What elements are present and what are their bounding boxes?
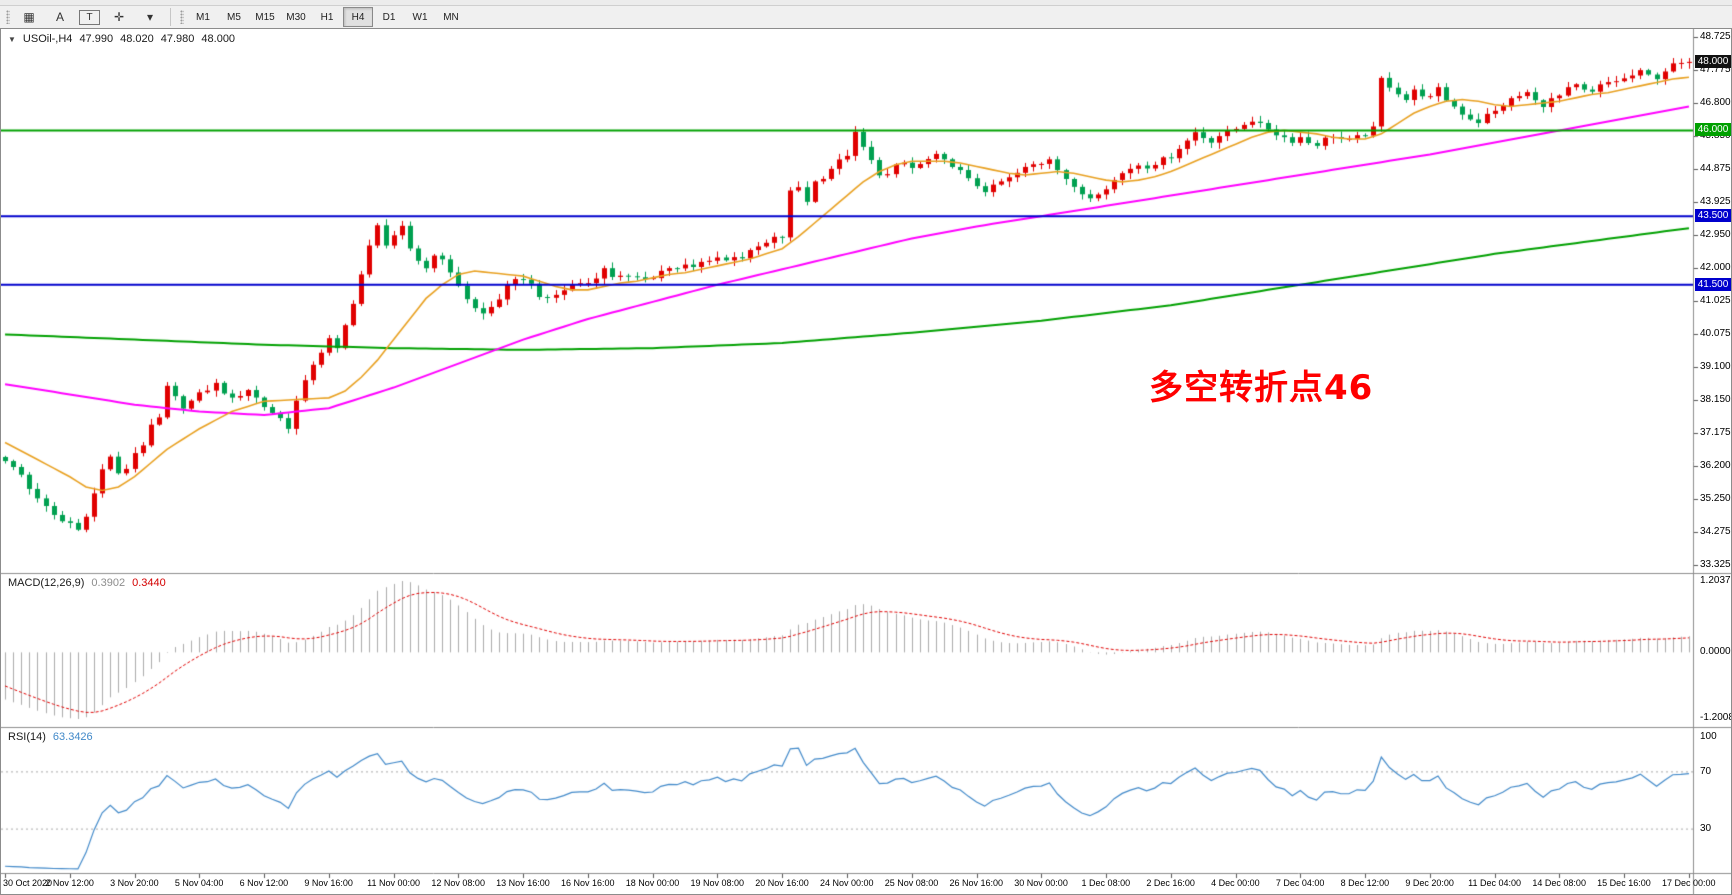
- rsi-name: RSI(14): [8, 731, 46, 743]
- macd-name: MACD(12,26,9): [8, 577, 85, 589]
- date-axis-tick: 30 Nov 00:00: [1014, 878, 1068, 888]
- macd-signal-value: 0.3440: [132, 577, 166, 589]
- macd-indicator-label: MACD(12,26,9) 0.3902 0.3440: [8, 577, 166, 589]
- date-axis-tick: 15 Dec 16:00: [1597, 878, 1651, 888]
- date-axis-tick: 6 Nov 12:00: [239, 878, 289, 888]
- timeframe-button-m1[interactable]: M1: [196, 11, 210, 23]
- price-chart-canvas[interactable]: [1, 29, 1731, 894]
- price-axis-tick: 34.275: [1700, 526, 1731, 537]
- cropped-toolbar-row: [0, 0, 1732, 6]
- price-badge-41.500: 41.500: [1695, 278, 1731, 291]
- macd-axis-tick: 0.0000: [1700, 646, 1731, 657]
- timeframe-button-w1[interactable]: W1: [412, 11, 428, 23]
- date-axis-tick: 18 Nov 00:00: [625, 878, 680, 888]
- price-axis-tick: 47.775: [1700, 64, 1731, 75]
- ohlc-open: 47.990: [79, 33, 114, 45]
- price-axis-tick: 43.925: [1700, 196, 1731, 207]
- chart-window: ▼ USOil-,H4 47.990 48.020 47.980 48.000 …: [0, 28, 1732, 895]
- price-axis-tick: 46.800: [1700, 97, 1731, 108]
- price-axis-tick: 48.725: [1700, 31, 1731, 42]
- price-axis-tick: 41.025: [1700, 295, 1731, 306]
- date-axis-tick: 20 Nov 16:00: [755, 878, 809, 888]
- date-axis-tick: 7 Dec 04:00: [1275, 878, 1325, 888]
- date-axis-tick: 30 Oct 2020: [3, 878, 53, 888]
- date-axis-tick: 5 Nov 04:00: [174, 878, 224, 888]
- ohlc-close: 48.000: [201, 33, 236, 45]
- price-axis-tick: 40.075: [1700, 328, 1731, 339]
- crosshair-cursor-icon[interactable]: ✛: [113, 10, 125, 24]
- date-axis-tick: 3 Nov 20:00: [110, 878, 159, 888]
- chart-annotation-text: 多空转折点46: [1149, 368, 1374, 408]
- date-axis-tick: 2 Nov 12:00: [45, 878, 94, 888]
- price-axis-tick: 38.150: [1700, 394, 1731, 405]
- date-axis-tick: 13 Nov 16:00: [496, 878, 550, 888]
- date-axis-tick: 2 Dec 16:00: [1146, 878, 1195, 888]
- symbol-timeframe: USOil-,H4: [22, 33, 73, 45]
- price-axis-tick: 44.875: [1700, 163, 1731, 174]
- macd-axis-tick: -1.2008: [1700, 712, 1732, 723]
- date-axis-tick: 12 Nov 08:00: [431, 878, 485, 888]
- macd-axis-tick: 1.2037: [1700, 575, 1731, 586]
- timeframe-button-m30[interactable]: M30: [286, 11, 306, 23]
- price-axis-tick: 42.000: [1700, 262, 1731, 273]
- price-badge-43.500: 43.500: [1695, 209, 1731, 222]
- date-axis-tick: 17 Dec 00:00: [1661, 878, 1716, 888]
- price-axis-tick: 39.100: [1700, 361, 1731, 372]
- timeframe-button-d1[interactable]: D1: [382, 11, 396, 23]
- timeframe-button-h4[interactable]: H4: [343, 7, 373, 27]
- date-axis-tick: 9 Nov 16:00: [304, 878, 353, 888]
- timeframe-button-m15[interactable]: M15: [255, 11, 275, 23]
- macd-main-value: 0.3902: [91, 577, 126, 589]
- date-axis-tick: 14 Dec 08:00: [1532, 878, 1586, 888]
- date-axis-tick: 19 Nov 08:00: [690, 878, 745, 888]
- drawing-tools-group: ▦ A T ✛ ▾: [14, 7, 165, 27]
- price-badge-48.000: 48.000: [1695, 55, 1731, 68]
- dropdown-caret-icon[interactable]: ▾: [146, 10, 154, 24]
- date-axis-tick: 1 Dec 08:00: [1081, 878, 1131, 888]
- ohlc-high: 48.020: [120, 33, 154, 45]
- date-axis-tick: 24 Nov 00:00: [820, 878, 874, 888]
- ohlc-low: 47.980: [160, 33, 195, 45]
- timeframe-button-mn[interactable]: MN: [443, 11, 459, 23]
- date-axis-tick: 25 Nov 08:00: [884, 878, 939, 888]
- rsi-indicator-label: RSI(14) 63.3426: [8, 731, 93, 743]
- toolbar-drag-handle[interactable]: [6, 10, 10, 24]
- date-axis-tick: 4 Dec 00:00: [1211, 878, 1260, 888]
- toolbar: ▦ A T ✛ ▾ M1 M5 M15 M30 H1 H4 D1 W1 MN: [0, 6, 1732, 29]
- price-axis-tick: 35.250: [1700, 493, 1731, 504]
- date-axis-tick: 26 Nov 16:00: [949, 878, 1004, 888]
- date-axis-tick: 11 Dec 04:00: [1468, 878, 1522, 888]
- rsi-axis-tick: 100: [1700, 731, 1717, 742]
- toolbar-drag-handle-2[interactable]: [180, 10, 184, 24]
- price-axis-tick: 37.175: [1700, 427, 1731, 438]
- text-box-icon[interactable]: T: [79, 9, 100, 25]
- timeframe-button-m5[interactable]: M5: [227, 11, 241, 23]
- rsi-axis-tick: 70: [1700, 766, 1712, 777]
- price-badge-46.000: 46.000: [1695, 123, 1731, 136]
- rsi-value: 63.3426: [52, 731, 93, 743]
- price-axis-tick: 42.950: [1700, 229, 1731, 240]
- text-annotation-icon[interactable]: A: [55, 10, 64, 24]
- price-axis-tick: 36.200: [1700, 460, 1731, 471]
- date-axis-tick: 9 Dec 20:00: [1405, 878, 1454, 888]
- toolbar-separator: [170, 8, 171, 26]
- charts-grid-icon[interactable]: ▦: [23, 10, 35, 24]
- timeframe-button-h1[interactable]: H1: [320, 11, 334, 23]
- date-axis-tick: 16 Nov 16:00: [560, 878, 615, 888]
- date-axis-tick: 11 Nov 00:00: [367, 878, 421, 888]
- collapse-arrow-icon[interactable]: ▼: [8, 34, 16, 44]
- price-axis-tick: 33.325: [1700, 559, 1731, 570]
- timeframes-group: M1 M5 M15 M30 H1 H4 D1 W1 MN: [188, 7, 466, 27]
- rsi-axis-tick: 30: [1700, 823, 1712, 834]
- date-axis-tick: 8 Dec 12:00: [1340, 878, 1390, 888]
- chart-info-bar: ▼ USOil-,H4 47.990 48.020 47.980 48.000: [8, 33, 235, 45]
